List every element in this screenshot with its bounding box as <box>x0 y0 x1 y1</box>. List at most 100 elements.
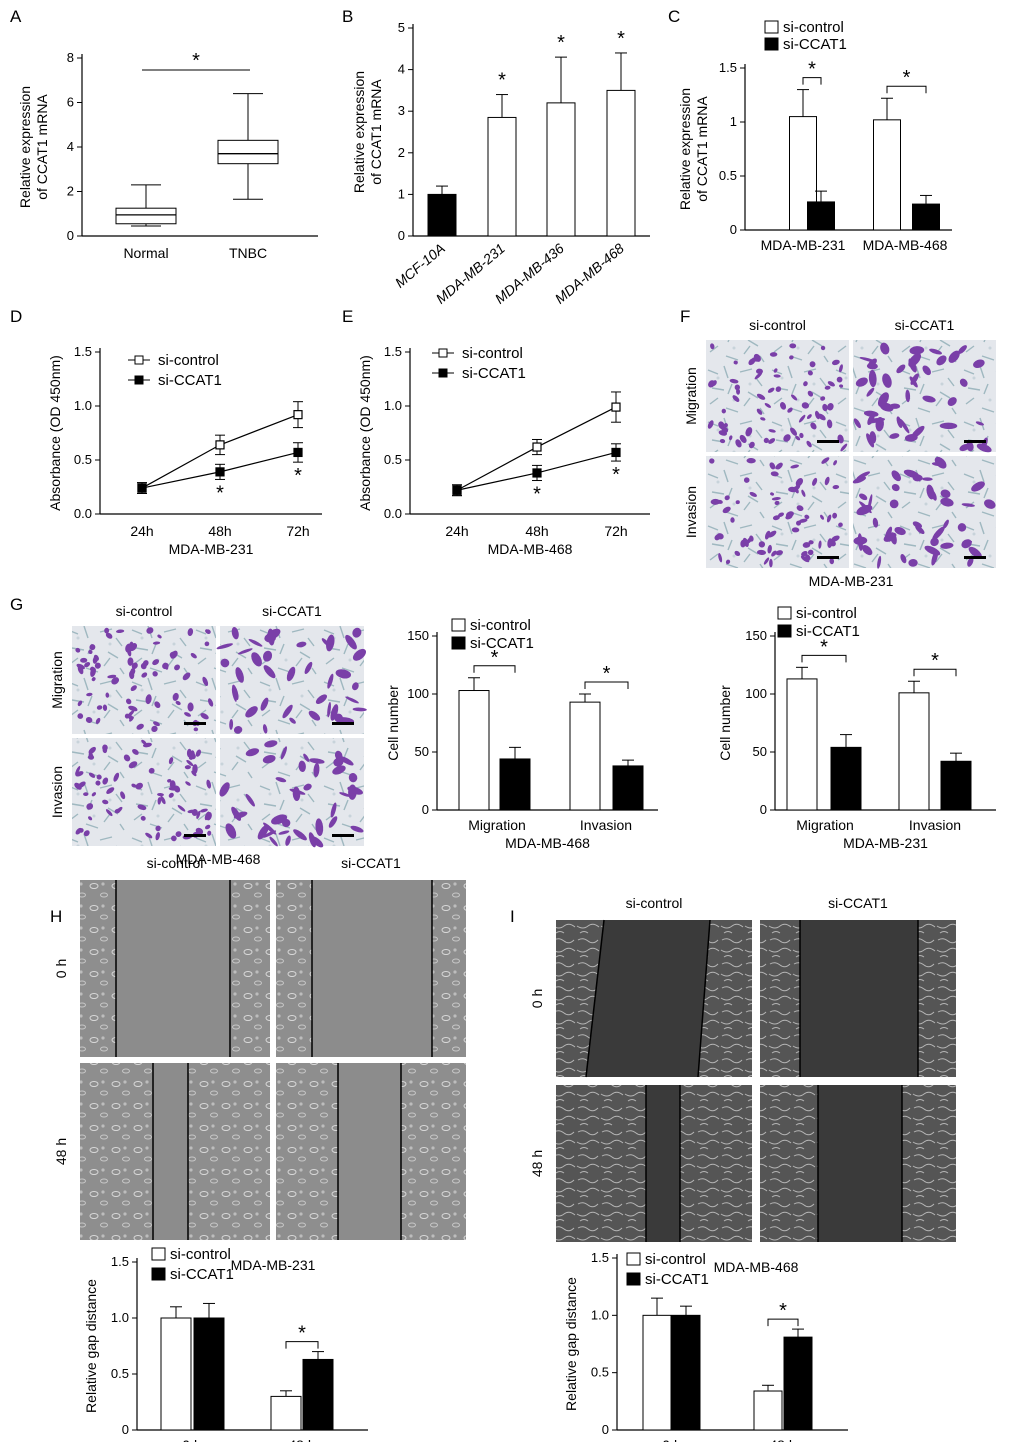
wound-gap <box>800 920 918 1077</box>
stained-cell <box>795 435 801 441</box>
y-tick-label: 50 <box>753 744 767 759</box>
stained-cell <box>773 374 781 378</box>
x-axis-label: MDA-MB-231 <box>843 835 928 851</box>
micrograph-tile <box>706 456 849 568</box>
stained-cell <box>105 632 113 639</box>
significance-star: * <box>808 59 816 81</box>
y-tick-label: 8 <box>67 50 74 65</box>
stained-cell <box>281 818 291 828</box>
y-tick-label: 0 <box>398 228 405 243</box>
stained-cell <box>809 361 816 368</box>
y-tick-label: 0.0 <box>74 506 92 521</box>
stained-cell <box>802 542 811 548</box>
y-tick-label: 1.0 <box>111 1310 129 1325</box>
y-tick-label: 1.5 <box>74 344 92 359</box>
y-tick-label: 0.5 <box>591 1365 609 1380</box>
chart-e: 0.0 0.5 1.0 1.5 si-control si-CCAT1 24h 48h * 72h… <box>357 344 650 557</box>
y-axis-label: Absorbance (OD 450nm) <box>357 355 373 511</box>
significance-star: * <box>298 1323 306 1345</box>
stained-cell <box>769 462 776 470</box>
stained-cell <box>83 830 90 837</box>
y-axis-label: Relative gap distance <box>563 1277 579 1411</box>
legend-marker <box>134 355 144 365</box>
stained-cell <box>779 402 787 410</box>
stained-cell <box>260 697 269 711</box>
stained-cell <box>85 716 93 723</box>
stained-cell <box>877 392 889 407</box>
panel-label-d: D <box>10 307 22 326</box>
stained-cell <box>801 402 810 409</box>
stained-cell <box>795 478 804 487</box>
stained-cell <box>327 701 331 718</box>
stained-cell <box>80 657 88 663</box>
stained-cell <box>745 427 753 437</box>
stained-cell <box>899 418 910 434</box>
stained-cell <box>831 359 840 366</box>
data-point <box>215 467 225 477</box>
stained-cell <box>116 806 123 813</box>
stained-cell <box>131 783 137 788</box>
stained-cell <box>282 704 293 719</box>
stained-cell <box>91 792 97 797</box>
stained-cell <box>330 704 339 721</box>
stained-cell <box>263 822 277 835</box>
y-axis-label: Relative gap distance <box>83 1279 99 1413</box>
y-axis-label: of CCAT1 mRNA <box>368 79 384 185</box>
stained-cell <box>856 471 871 480</box>
stained-cell <box>756 408 763 415</box>
stained-cell <box>734 550 741 557</box>
stained-cell <box>113 772 120 782</box>
stained-cell <box>820 345 826 351</box>
y-tick-label: 0.5 <box>74 452 92 467</box>
stained-cell <box>315 818 324 836</box>
wound-gap <box>116 880 230 1057</box>
stained-cell <box>833 460 838 466</box>
stained-cell <box>91 677 96 682</box>
stained-cell <box>347 786 363 795</box>
image-caption: MDA-MB-231 <box>231 1257 316 1273</box>
legend-marker <box>438 368 448 378</box>
stained-cell <box>309 758 325 764</box>
stained-cell <box>915 525 925 535</box>
stained-cell <box>107 674 117 679</box>
wound-image-tile <box>556 919 752 1078</box>
stained-cell <box>758 541 766 548</box>
stained-cell <box>827 402 834 411</box>
y-tick-label: 0.5 <box>384 452 402 467</box>
stained-cell <box>749 492 757 497</box>
significance-bracket <box>886 85 927 94</box>
row-label: Invasion <box>49 766 65 818</box>
wound-gap <box>312 880 432 1057</box>
stained-cell <box>216 643 233 650</box>
stained-cell <box>735 439 742 448</box>
y-tick-label: 100 <box>745 686 767 701</box>
stained-cell <box>791 527 800 533</box>
row-label: 48 h <box>53 1138 69 1165</box>
stained-cell <box>185 781 191 786</box>
scale-bar <box>964 440 986 443</box>
row-label: 0 h <box>529 989 545 1008</box>
stained-cell <box>905 389 911 403</box>
wound-grid-i: si-control si-CCAT1 0 h 48 h MDA-MB-468 <box>529 895 956 1275</box>
scale-bar <box>817 440 839 443</box>
significance-star: * <box>192 50 200 72</box>
stained-cell <box>754 372 763 380</box>
panel-label-b: B <box>342 7 353 26</box>
stained-cell <box>807 370 813 376</box>
stained-cell <box>863 410 879 417</box>
stained-cell <box>193 727 199 732</box>
panel-label-e: E <box>342 307 353 326</box>
micrograph-tile <box>72 626 216 734</box>
stained-cell <box>263 665 276 679</box>
legend-entry: si-control <box>158 352 219 369</box>
stained-cell <box>265 628 281 641</box>
data-point <box>532 442 542 452</box>
stained-cell <box>836 376 843 383</box>
stained-cell <box>128 705 138 712</box>
legend-swatch <box>151 1247 166 1261</box>
stained-cell <box>125 698 132 705</box>
stained-cell <box>832 512 838 519</box>
wound-edge-line <box>697 919 711 1078</box>
stained-cell <box>141 672 148 678</box>
stained-cell <box>763 557 770 565</box>
